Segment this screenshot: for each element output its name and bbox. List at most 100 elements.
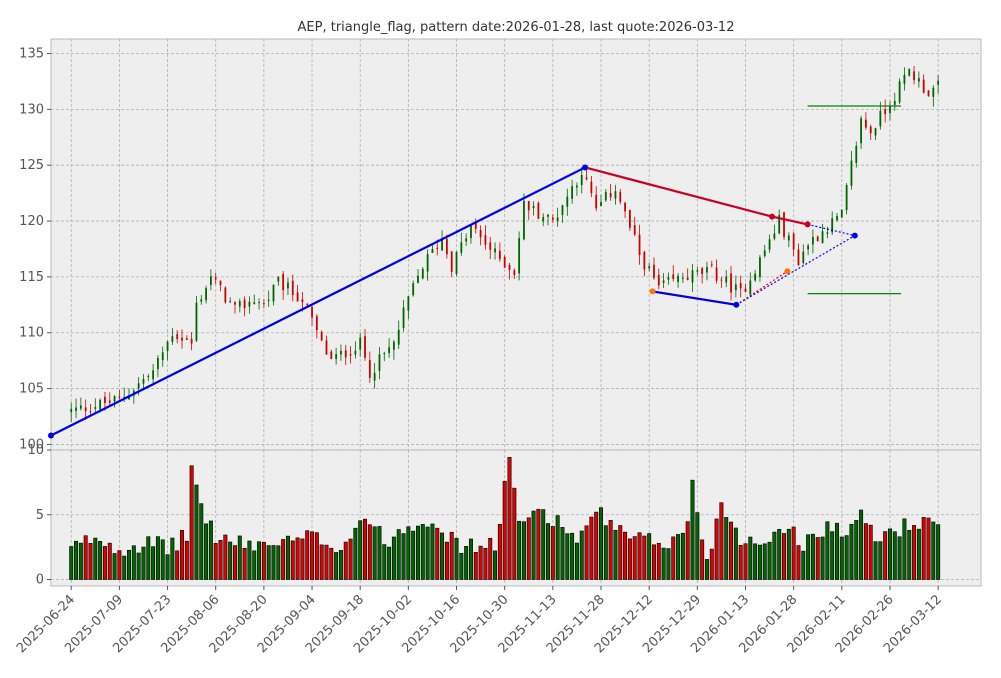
candle-body xyxy=(445,238,448,255)
candle-body xyxy=(421,268,424,279)
candle-body xyxy=(229,300,232,302)
candle-body xyxy=(94,407,97,409)
pattern-point xyxy=(804,221,811,228)
candle-body xyxy=(739,283,742,289)
candle-body xyxy=(908,68,911,76)
pattern-line xyxy=(807,223,855,237)
candle-body xyxy=(518,238,521,274)
candle-body xyxy=(792,233,795,250)
volume-axis-ticks: 0 5 10 xyxy=(27,443,51,588)
volume-bar xyxy=(825,521,830,580)
chart-title: AEP, triangle_flag, pattern date:2026-01… xyxy=(298,20,735,35)
volume-bar xyxy=(449,531,454,580)
volume-bar xyxy=(661,547,666,580)
volume-bar xyxy=(122,555,127,580)
volume-bar xyxy=(690,479,695,580)
candle-body xyxy=(417,275,419,283)
volume-bars xyxy=(69,457,941,580)
volume-bar xyxy=(796,545,801,580)
volume-bar xyxy=(440,532,445,580)
candle-body xyxy=(402,307,405,328)
price-tick-label: 115 xyxy=(19,270,44,285)
volume-bar xyxy=(584,525,589,580)
volume-bar xyxy=(372,526,377,580)
candle-body xyxy=(79,405,82,409)
volume-bar xyxy=(420,524,425,580)
price-axis-ticks: 100 105 110 115 120 125 130 135 xyxy=(19,47,51,452)
candle-body xyxy=(604,192,607,201)
candle-body xyxy=(701,268,704,275)
volume-tick-label: 10 xyxy=(27,443,44,458)
volume-bar xyxy=(141,546,146,580)
volume-bar xyxy=(305,530,310,580)
candle-body xyxy=(513,270,516,276)
volume-bar xyxy=(93,537,98,580)
price-grid xyxy=(51,39,981,450)
volume-bar xyxy=(242,547,247,580)
volume-bar xyxy=(281,539,286,580)
candle-body xyxy=(720,279,723,281)
volume-bar xyxy=(488,538,493,580)
candle-body xyxy=(152,370,155,380)
candle-body xyxy=(364,336,366,358)
candle-body xyxy=(542,217,545,222)
candle-body xyxy=(465,238,468,242)
volume-bar xyxy=(806,534,811,580)
candle-body xyxy=(734,284,737,291)
candle-body xyxy=(200,299,203,302)
candle-body xyxy=(633,225,636,235)
volume-bar xyxy=(285,535,290,580)
candle-body xyxy=(388,347,390,354)
candle-body xyxy=(479,230,482,238)
candle-body xyxy=(595,194,598,209)
candle-body xyxy=(113,396,116,402)
volume-bar xyxy=(473,552,478,580)
candle-body xyxy=(889,105,891,114)
volume-bar xyxy=(266,545,271,580)
candle-body xyxy=(706,267,708,273)
volume-bar xyxy=(579,530,584,580)
volume-bar xyxy=(83,535,88,580)
volume-bar xyxy=(314,532,319,580)
volume-bar xyxy=(815,537,820,580)
candle-body xyxy=(181,337,183,341)
volume-bar xyxy=(541,509,546,580)
volume-bar xyxy=(873,541,878,580)
volume-bar xyxy=(801,550,806,580)
volume-bar xyxy=(680,532,685,580)
candle-body xyxy=(864,119,867,128)
volume-bar xyxy=(777,528,782,580)
candle-body xyxy=(450,251,453,272)
volume-bar xyxy=(926,517,931,580)
volume-bar xyxy=(517,520,522,580)
pattern-point xyxy=(851,232,858,239)
candle-body xyxy=(209,276,212,285)
candle-body xyxy=(142,379,145,384)
candle-body xyxy=(157,357,159,370)
volume-bar xyxy=(738,545,743,580)
candle-body xyxy=(600,202,602,207)
candle-body xyxy=(214,277,217,280)
volume-bar xyxy=(396,529,401,580)
volume-bar xyxy=(782,533,787,580)
volume-bar xyxy=(300,538,305,580)
candle-body xyxy=(349,354,352,356)
volume-bar xyxy=(599,507,603,580)
pattern-line xyxy=(736,235,856,306)
candle-body xyxy=(161,352,164,361)
volume-bar xyxy=(102,546,107,580)
candle-body xyxy=(638,234,641,255)
candle-body xyxy=(238,301,241,307)
candle-body xyxy=(108,400,111,403)
volume-bar xyxy=(483,547,488,580)
volume-bar xyxy=(363,518,367,580)
candle-body xyxy=(147,375,150,377)
volume-bar xyxy=(695,512,700,580)
candle-body xyxy=(272,284,275,302)
price-tick-label: 125 xyxy=(19,158,44,173)
volume-bar xyxy=(786,528,791,580)
candle-body xyxy=(489,242,492,250)
volume-bar xyxy=(632,536,637,580)
candle-body xyxy=(426,254,429,272)
candle-body xyxy=(258,302,260,304)
